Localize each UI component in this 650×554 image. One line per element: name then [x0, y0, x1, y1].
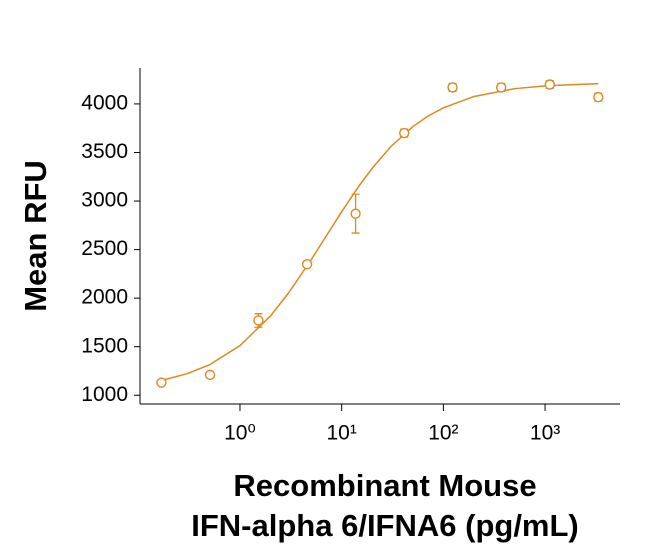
data-point	[301, 258, 313, 270]
x-axis-label: Recombinant Mouse	[233, 468, 536, 503]
y-tick-label: 2500	[81, 237, 128, 260]
y-axis-label: Mean RFU	[18, 160, 53, 312]
x-axis-label: IFN-alpha 6/IFNA6 (pg/mL)	[191, 508, 579, 543]
data-point	[447, 82, 458, 93]
data-point	[593, 91, 604, 103]
y-tick-label: 1500	[81, 334, 128, 357]
data-point	[204, 369, 216, 381]
y-tick-label: 4000	[81, 91, 128, 114]
x-tick-label: 10¹	[327, 422, 357, 445]
x-tick-label: 10⁰	[224, 422, 256, 445]
data-point	[253, 315, 264, 326]
y-tick-label: 3500	[81, 140, 128, 163]
x-tick-label: 10³	[530, 422, 560, 445]
data-point	[350, 208, 361, 219]
data-point	[495, 82, 507, 93]
data-point	[544, 79, 555, 90]
x-tick-label: 10²	[428, 422, 458, 445]
y-tick-label: 2000	[81, 286, 128, 309]
y-tick-label: 3000	[81, 189, 128, 212]
y-tick-label: 1000	[81, 383, 128, 406]
fit-curve	[161, 82, 599, 382]
data-point	[156, 377, 167, 388]
data-point	[399, 127, 410, 139]
